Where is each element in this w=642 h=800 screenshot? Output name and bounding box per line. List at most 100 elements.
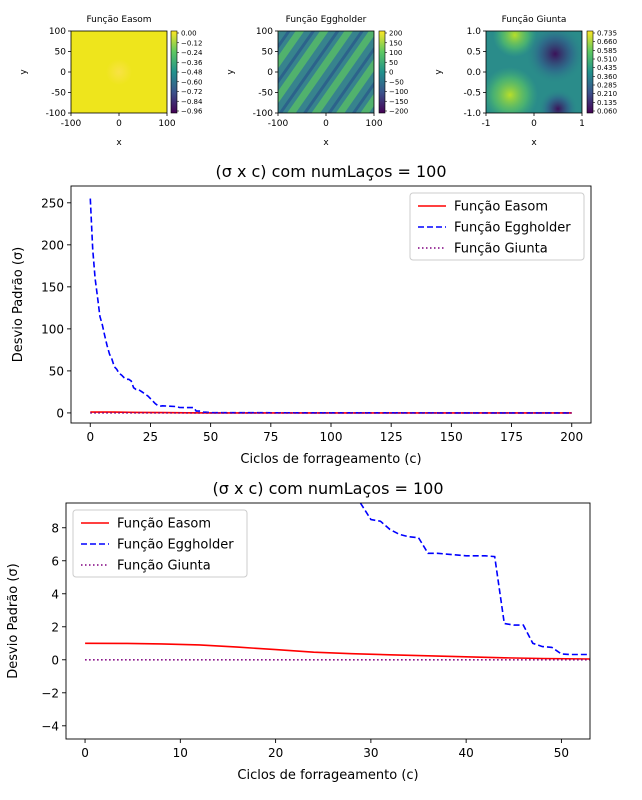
x-tick-label: 10: [173, 746, 188, 760]
y-tick-label: -100: [46, 109, 67, 119]
y-tick-label: 2: [51, 620, 59, 634]
y-tick-label: -1.0: [463, 109, 481, 119]
x-tick-label: 100: [320, 430, 343, 444]
heatmap-image: [278, 31, 374, 113]
colorbar-tick-label: 0.435: [597, 64, 617, 72]
colorbar-tick-label: 150: [389, 39, 402, 47]
colorbar-tick-label: −100: [389, 88, 408, 96]
colorbar-tick-label: 0.735: [597, 30, 617, 38]
heatmap-panel-1: Função Easom-100 0 100x100500-50-100y0.00−…: [19, 15, 203, 148]
colorbar-tick-label: −0.24: [181, 49, 203, 57]
colorbar-tick-label: −200: [389, 108, 408, 116]
x-tick-label: 0: [531, 119, 537, 129]
y-tick-label: 200: [41, 238, 64, 252]
y-tick-label: 0: [60, 68, 66, 78]
colorbar-tick-label: 0.060: [597, 108, 617, 116]
legend-box: [72, 509, 248, 578]
y-tick-label: 0: [267, 68, 273, 78]
chart-title: (σ x c) com numLaços = 100: [212, 479, 443, 498]
legend: Função Easom Função Eggholder Função Giunt…: [409, 192, 585, 261]
x-tick-label: 0: [323, 119, 329, 129]
x-tick-label: -1: [482, 119, 491, 129]
colorbar-tick-label: 0: [389, 69, 393, 77]
colorbar-tick-label: 0.135: [597, 99, 617, 107]
colorbar-tick-label: 0.210: [597, 90, 617, 98]
x-tick-label: 40: [459, 746, 474, 760]
x-axis-label: x: [531, 138, 537, 148]
x-axis-label: Ciclos de forrageamento (c): [240, 452, 421, 467]
x-tick-label: 20: [268, 746, 283, 760]
line-chart-1: (σ x c) com numLaços = 100 0 25 50 75 100 125 1…: [11, 162, 592, 467]
y-axis-label: y: [226, 69, 236, 75]
x-tick-label: 175: [500, 430, 523, 444]
y-axis-label: y: [434, 69, 444, 75]
y-tick-label: 0: [56, 406, 64, 420]
colorbar-tick-label: −0.96: [181, 108, 203, 116]
x-tick-label: -100: [268, 119, 289, 129]
x-tick-label: 0: [81, 746, 89, 760]
colorbar-tick-label: 0.510: [597, 56, 617, 64]
y-tick-label: 100: [49, 27, 66, 37]
y-tick-label: 8: [51, 521, 59, 535]
heatmap-center-spot: [106, 59, 132, 85]
y-tick-label: 6: [51, 554, 59, 568]
y-tick-label: 250: [41, 196, 64, 210]
x-tick-label: 0: [116, 119, 122, 129]
x-tick-label: -100: [61, 119, 82, 129]
x-tick-label: 50: [554, 746, 569, 760]
x-tick-label: 100: [158, 119, 175, 129]
x-tick-label: 25: [143, 430, 158, 444]
series-line: [89, 198, 572, 414]
heatmap-panel-3: Função Giunta -1 0 1 x 1.0 0.5 0.0 -0.5 -1.0 y 0.73…: [434, 15, 617, 148]
y-tick-label: 0.0: [467, 68, 482, 78]
x-tick-label: 100: [365, 119, 382, 129]
x-tick-label: 200: [560, 430, 583, 444]
chart-title: (σ x c) com numLaços = 100: [215, 162, 446, 181]
plot-area: [85, 503, 590, 661]
plot-frame: [65, 502, 591, 740]
colorbar-tick-label: −0.72: [181, 88, 202, 96]
x-tick-label: 50: [203, 430, 218, 444]
y-axis-label: y: [19, 69, 29, 75]
y-tick-label: -50: [258, 89, 273, 99]
heatmap-pattern: [278, 31, 374, 113]
x-tick-label: 30: [363, 746, 378, 760]
colorbar-tick-label: 200: [389, 30, 402, 38]
colorbar-tick-label: −0.84: [181, 98, 203, 106]
legend: Função Easom Função Eggholder Função Giunt…: [72, 509, 248, 578]
legend-label: Função Easom: [117, 517, 211, 532]
colorbar-tick-label: −150: [389, 98, 408, 106]
y-tick-label: -100: [253, 109, 274, 119]
legend-label: Função Giunta: [117, 559, 211, 574]
colorbar-tick-label: 100: [389, 49, 402, 57]
x-tick-label: 1: [579, 119, 585, 129]
colorbar-tick-label: 0.360: [597, 73, 617, 81]
colorbar-tick-label: −0.12: [181, 39, 202, 47]
heatmap-bright-spot: [486, 66, 538, 113]
series-line: [359, 503, 590, 656]
heatmap-title: Função Giunta: [502, 15, 567, 25]
colorbar-tick-label: −0.48: [181, 69, 202, 77]
y-tick-label: 100: [256, 27, 273, 37]
y-tick-label: 150: [41, 280, 64, 294]
y-tick-label: 50: [55, 48, 67, 58]
y-tick-label: 0.5: [467, 48, 481, 58]
colorbar-tick-label: 50: [389, 59, 398, 67]
colorbar-tick-label: −0.36: [181, 59, 203, 67]
colorbar: [378, 30, 386, 114]
colorbar-tick-label: 0.585: [597, 47, 617, 55]
colorbar-tick-label: 0.660: [597, 38, 617, 46]
colorbar: [170, 30, 178, 114]
heatmap-panel-2: Função Eggholder -100 0 100 x 100 50 0 -50 -100 y 2…: [226, 15, 408, 148]
colorbar: [586, 30, 594, 114]
heatmap-image: [71, 31, 167, 113]
x-axis-label: Ciclos de forrageamento (c): [237, 768, 418, 783]
y-tick-label: 0: [51, 653, 59, 667]
x-tick-label: 125: [380, 430, 403, 444]
heatmap-image: [486, 31, 582, 113]
colorbar-tick-label: −0.60: [181, 78, 202, 86]
legend-label: Função Giunta: [454, 242, 548, 257]
legend-label: Função Eggholder: [117, 538, 234, 553]
